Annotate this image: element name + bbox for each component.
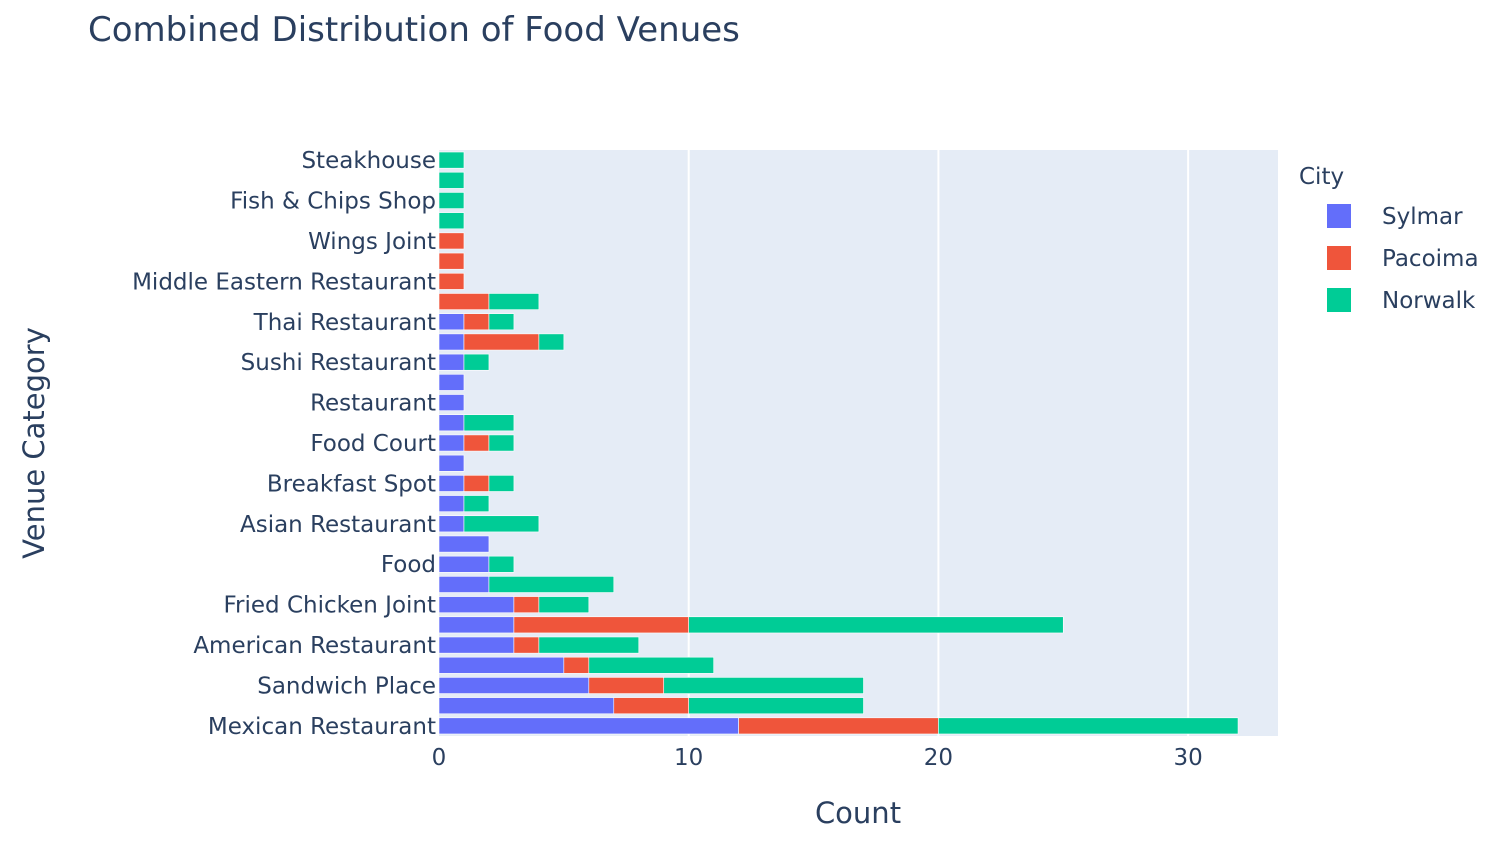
x-tick-label: 0: [432, 745, 447, 771]
bar-segment-norwalk: [538, 596, 590, 614]
bar-segment-sylmar: [438, 333, 465, 351]
y-tick-label: Breakfast Spot: [267, 471, 436, 497]
y-tick-label: Restaurant: [310, 391, 436, 417]
y-tick-label: Food: [381, 552, 436, 578]
bar-segment-norwalk: [588, 656, 714, 674]
bar-segment-pacoima: [463, 475, 490, 492]
bar-segment-norwalk: [488, 576, 615, 593]
bar-segment-sylmar: [438, 414, 465, 432]
y-tick-label: Fried Chicken Joint: [223, 593, 436, 619]
y-tick-label: Food Court: [310, 431, 436, 457]
bar-segment-pacoima: [613, 697, 690, 715]
bar-segment-norwalk: [538, 333, 565, 351]
bar-segment-sylmar: [438, 475, 465, 492]
bar-segment-norwalk: [463, 353, 490, 371]
bar-segment-norwalk: [438, 192, 465, 209]
bar-segment-sylmar: [438, 515, 465, 533]
x-axis-title: Count: [815, 796, 901, 830]
y-tick-label: Thai Restaurant: [253, 310, 436, 336]
legend-label-sylmar[interactable]: Sylmar: [1382, 204, 1463, 230]
bar-segment-sylmar: [438, 313, 465, 331]
y-tick-label: Steakhouse: [301, 148, 436, 174]
y-tick-labels: Mexican Restaurant Sandwich Place American…: [132, 148, 436, 740]
chart-title: Combined Distribution of Food Venues: [88, 10, 740, 50]
bar-segment-sylmar: [438, 394, 465, 411]
bar-segment-pacoima: [513, 616, 690, 634]
legend-label-pacoima[interactable]: Pacoima: [1382, 246, 1479, 272]
bar-segment-norwalk: [463, 495, 490, 513]
bar-segment-sylmar: [438, 373, 465, 391]
bar-segment-sylmar: [438, 576, 490, 593]
bars: [438, 151, 1239, 735]
bar-segment-norwalk: [438, 171, 465, 189]
bar-segment-pacoima: [463, 434, 490, 452]
legend: City Sylmar Pacoima Norwalk: [1299, 164, 1479, 314]
x-tick-label: 30: [1173, 745, 1202, 771]
gridlines: [687, 150, 1190, 736]
legend-title: City: [1299, 164, 1344, 190]
bar-segment-pacoima: [438, 232, 465, 250]
y-tick-label: Sushi Restaurant: [241, 350, 436, 376]
bar-segment-norwalk: [463, 414, 515, 432]
bar-segment-norwalk: [688, 697, 864, 715]
bar-segment-norwalk: [438, 151, 465, 169]
y-tick-label: Mexican Restaurant: [208, 714, 436, 740]
bar-segment-norwalk: [488, 434, 515, 452]
bar-segment-sylmar: [438, 656, 565, 674]
bar-segment-norwalk: [488, 475, 515, 492]
y-tick-label: Asian Restaurant: [240, 512, 436, 538]
bar-segment-pacoima: [513, 596, 540, 614]
x-tick-label: 10: [674, 745, 703, 771]
bar-segment-pacoima: [463, 333, 540, 351]
bar-segment-sylmar: [438, 677, 590, 694]
bar-segment-sylmar: [438, 353, 465, 371]
bar-segment-sylmar: [438, 616, 515, 634]
bar-segment-pacoima: [738, 717, 939, 735]
bar-segment-norwalk: [538, 636, 640, 654]
y-tick-label: Fish & Chips Shop: [230, 189, 436, 215]
bar-segment-pacoima: [513, 636, 540, 654]
bar-segment-sylmar: [438, 535, 490, 553]
y-tick-label: American Restaurant: [193, 633, 436, 659]
bar-segment-norwalk: [663, 677, 864, 694]
bar-segment-sylmar: [438, 697, 615, 715]
y-axis-title: Venue Category: [17, 327, 51, 559]
bar-segment-pacoima: [438, 293, 490, 310]
bar-segment-norwalk: [488, 555, 515, 573]
bar-segment-pacoima: [438, 252, 465, 270]
legend-swatch-sylmar[interactable]: [1327, 204, 1351, 228]
bar-segment-norwalk: [463, 515, 540, 533]
bar-segment-pacoima: [588, 677, 665, 694]
legend-label-norwalk[interactable]: Norwalk: [1382, 288, 1476, 314]
x-tick-labels: 0 10 20 30: [432, 745, 1203, 771]
bar-segment-sylmar: [438, 555, 490, 573]
bar-segment-sylmar: [438, 454, 465, 472]
x-tick-label: 20: [924, 745, 953, 771]
y-tick-label: Wings Joint: [308, 229, 436, 255]
legend-swatch-pacoima[interactable]: [1327, 246, 1351, 270]
y-tick-label: Middle Eastern Restaurant: [132, 269, 436, 295]
y-tick-label: Sandwich Place: [257, 673, 436, 699]
bar-segment-norwalk: [438, 212, 465, 230]
bar-segment-norwalk: [688, 616, 1064, 634]
bar-segment-pacoima: [438, 272, 465, 290]
bar-segment-norwalk: [488, 293, 540, 310]
bar-segment-sylmar: [438, 434, 465, 452]
bar-segment-pacoima: [463, 313, 490, 331]
bar-segment-sylmar: [438, 596, 515, 614]
bar-segment-sylmar: [438, 717, 739, 735]
bar-segment-sylmar: [438, 636, 515, 654]
bar-segment-norwalk: [488, 313, 515, 331]
bar-segment-sylmar: [438, 495, 465, 513]
legend-swatch-norwalk[interactable]: [1327, 288, 1351, 312]
bar-segment-pacoima: [563, 656, 590, 674]
bar-segment-norwalk: [938, 717, 1239, 735]
